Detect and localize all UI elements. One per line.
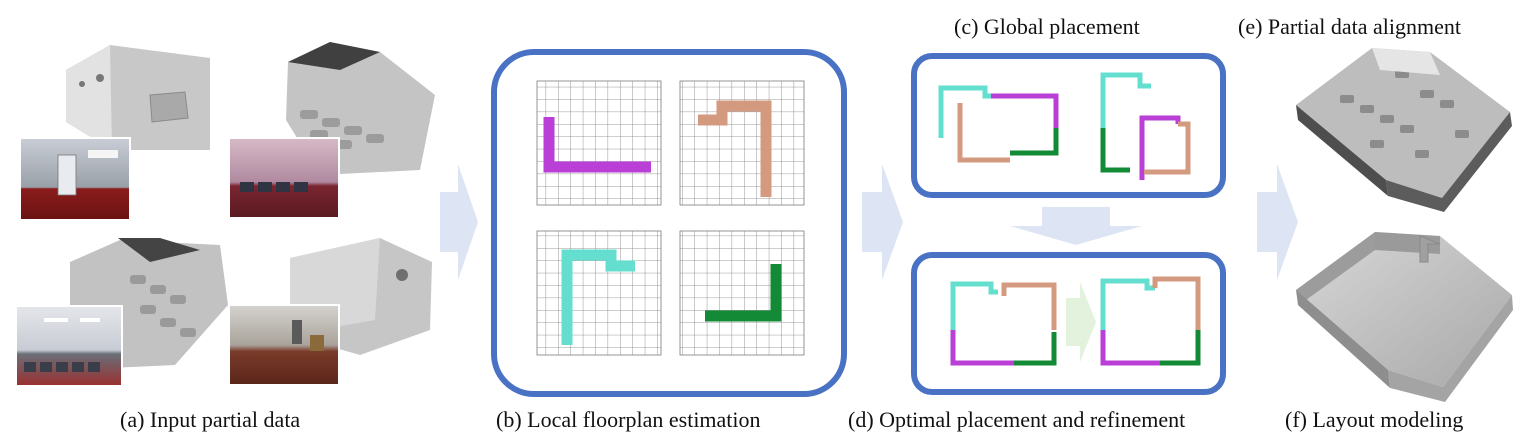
optimal-placement-after (1100, 276, 1201, 366)
flow-arrow-d-e (1257, 164, 1298, 280)
caption-a: (a) Input partial data (120, 407, 301, 432)
occupancy-grid-4 (679, 230, 805, 356)
global-placement-layout-1 (938, 85, 1059, 163)
caption-e: (e) Partial data alignment (1238, 14, 1461, 39)
room-photo-4 (228, 304, 340, 386)
caption-b: (b) Local floorplan estimation (496, 407, 761, 432)
flow-arrow-c-d (1010, 207, 1142, 245)
occupancy-grid-3 (536, 230, 662, 356)
occupancy-grid-2 (679, 80, 805, 206)
occupancy-grid-1 (536, 80, 662, 206)
room-photo-1 (19, 137, 131, 221)
caption-c: (c) Global placement (954, 14, 1140, 39)
room-photo-2 (228, 137, 340, 219)
flow-arrow-b-c (862, 164, 903, 280)
optimal-placement-before (950, 281, 1057, 366)
caption-f: (f) Layout modeling (1285, 407, 1464, 432)
partial-scan-1 (66, 45, 210, 150)
caption-d: (d) Optimal placement and refinement (848, 407, 1186, 432)
flow-arrow-a-b (440, 164, 478, 280)
global-placement-layout-2 (1100, 72, 1191, 180)
room-photo-3 (15, 305, 123, 387)
aligned-mesh-model (1296, 48, 1512, 212)
layout-model-3d (1296, 232, 1513, 402)
refinement-arrow (1066, 282, 1096, 362)
